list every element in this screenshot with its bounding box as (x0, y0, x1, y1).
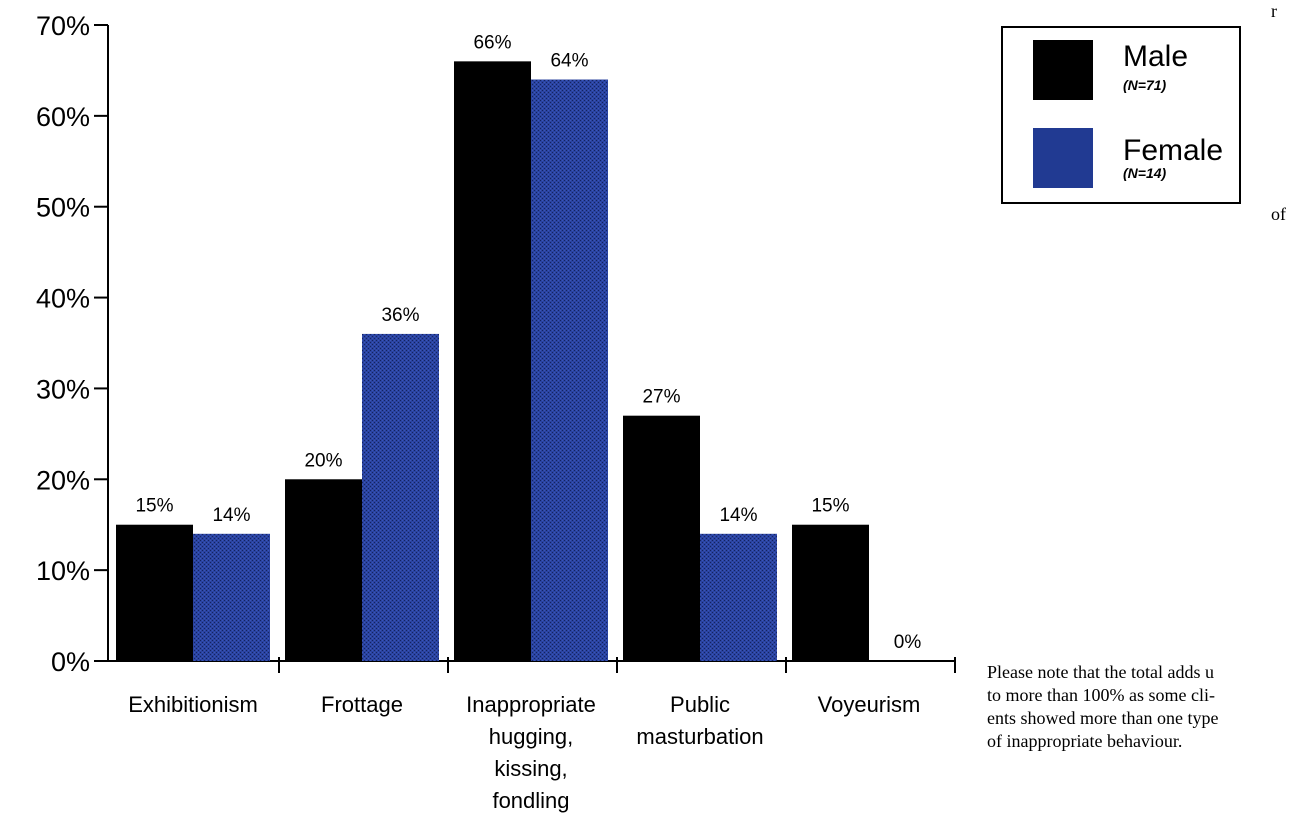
x-category-label: Inappropriate hugging, kissing, fondling (466, 692, 596, 813)
y-tick-label: 10% (36, 556, 90, 586)
legend-label-male: Male (1123, 40, 1189, 73)
bars (116, 61, 869, 662)
value-label-male-0: 15% (135, 496, 173, 517)
x-category-label-line: masturbation (636, 724, 763, 749)
y-tick-label: 60% (36, 102, 90, 132)
footnote-line: Please note that the total adds u (987, 662, 1214, 682)
y-tick-label: 0% (51, 647, 90, 677)
legend-label-female: Female (1123, 134, 1224, 167)
value-label-male-3: 27% (642, 387, 680, 408)
value-label-female-4: 0% (894, 632, 922, 653)
x-category-label: Voyeurism (818, 692, 921, 717)
bar-male-1 (285, 479, 362, 661)
footnote: Please note that the total adds u to mor… (987, 661, 1299, 753)
x-category-label-line: Frottage (321, 692, 403, 717)
legend: Male (N=71) Female (N=14) (1001, 26, 1241, 204)
y-tick-label: 50% (36, 193, 90, 223)
footnote-line: ents showed more than one type (987, 708, 1219, 728)
x-ticks (278, 657, 956, 673)
bar-male-2 (454, 61, 531, 662)
footnote-line: to more than 100% as some cli- (987, 685, 1215, 705)
value-label-male-2: 66% (473, 32, 511, 53)
legend-n-female: (N=14) (1123, 165, 1167, 181)
x-category-label-line: Inappropriate (466, 692, 596, 717)
bar-female-0 (193, 533, 270, 661)
bar-female-3 (700, 533, 777, 661)
legend-swatch-male (1033, 40, 1093, 100)
x-category-label: Frottage (321, 692, 403, 717)
text-fragment-r: r (1271, 1, 1277, 21)
y-tick-label: 30% (36, 374, 90, 404)
x-category-label: Exhibitionism (128, 692, 258, 717)
y-tick-label: 20% (36, 465, 90, 495)
value-label-male-4: 15% (811, 496, 849, 517)
legend-swatch-female (1033, 128, 1093, 188)
value-label-female-1: 36% (381, 305, 419, 326)
bar-male-3 (623, 415, 700, 661)
category-labels: Exhibitionism Frottage Inappropriate huggin… (128, 692, 920, 813)
y-ticks: 0% 10% 20% 30% 40% 50% 60% 70% (36, 11, 108, 677)
bar-female-2 (531, 79, 608, 661)
y-tick-label: 40% (36, 284, 90, 314)
value-label-female-3: 14% (719, 505, 757, 526)
value-label-male-1: 20% (304, 450, 342, 471)
x-category-label-line: hugging, (489, 724, 573, 749)
value-label-female-2: 64% (550, 51, 588, 72)
bar-male-4 (792, 524, 869, 661)
value-label-female-0: 14% (212, 505, 250, 526)
x-category-label-line: kissing, (494, 756, 567, 781)
text-fragment-of: of (1271, 204, 1286, 224)
bar-female-1 (362, 333, 439, 661)
bar-male-0 (116, 524, 193, 661)
y-tick-label: 70% (36, 11, 90, 41)
x-category-label-line: Exhibitionism (128, 692, 258, 717)
x-category-label: Public masturbation (636, 692, 763, 749)
value-labels: 15% 14% 20% 36% 66% 64% 27% 14% 15% 0% (135, 32, 921, 653)
legend-n-male: (N=71) (1123, 77, 1167, 93)
x-category-label-line: Public (670, 692, 730, 717)
footnote-line: of inappropriate behaviour. (987, 731, 1183, 751)
x-category-label-line: fondling (492, 788, 569, 813)
x-category-label-line: Voyeurism (818, 692, 921, 717)
